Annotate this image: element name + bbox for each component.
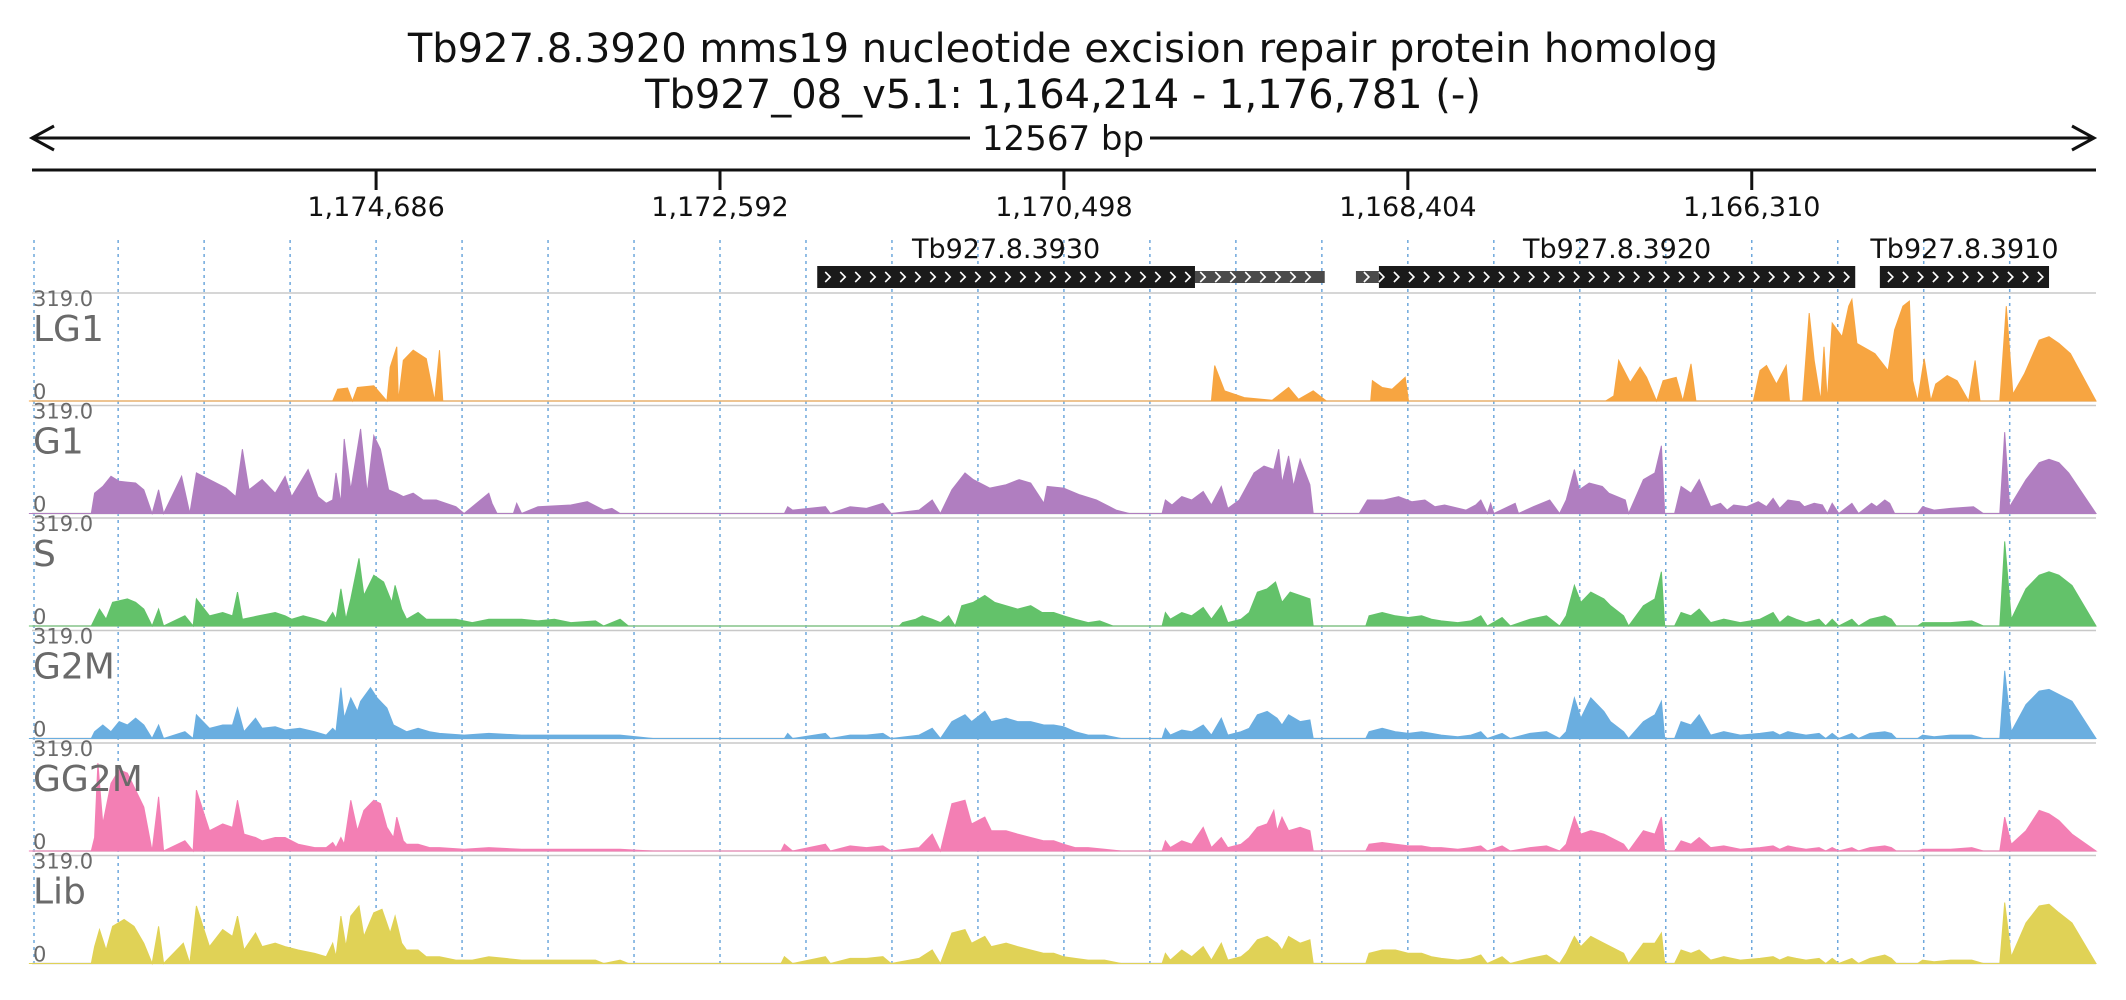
gene-label: Tb927.8.3910 — [1869, 234, 2058, 265]
track-ymax-label: 319.0 — [33, 850, 93, 874]
track-ymax-label: 319.0 — [33, 287, 93, 311]
track-ymax-label: 319.0 — [33, 400, 93, 424]
gene-feature: Tb927.8.3920 — [1355, 234, 1856, 288]
span-arrow-right — [2071, 124, 2098, 152]
track-ymin-label: 0 — [33, 605, 46, 629]
gene-strand-arrows — [1887, 271, 2044, 283]
track-ymax-label: 319.0 — [33, 625, 93, 649]
span-arrow-left — [28, 124, 55, 152]
coverage-area — [28, 670, 2097, 740]
track-g1: 319.0 0 G1 — [28, 400, 2097, 517]
coverage-tracks: 319.00LG1319.00G1319.00S319.00G2M319.00G… — [28, 287, 2098, 967]
gene-label: Tb927.8.3920 — [1522, 234, 1711, 265]
span-indicator: 12567 bp — [28, 119, 2098, 159]
gene-strand-arrows — [824, 271, 1312, 283]
gene-cds — [1378, 266, 1856, 288]
ruler-ticks: 1,174,686 1,172,592 1,170,498 1,168,404 1,16… — [307, 170, 1820, 223]
ruler-tick-label: 1,172,592 — [651, 192, 788, 223]
track-ymin-label: 0 — [33, 830, 46, 854]
gene-title: Tb927.8.3920 mms19 nucleotide excision r… — [407, 26, 1718, 72]
track-ymin-label: 0 — [33, 718, 46, 742]
track-ymax-label: 319.0 — [33, 512, 93, 536]
coverage-area — [28, 902, 2097, 966]
ruler-tick-label: 1,174,686 — [307, 192, 444, 223]
coverage-area — [28, 428, 2097, 516]
gene-utr — [1355, 271, 1379, 283]
gene-cds — [1879, 266, 2050, 288]
gene-feature: Tb927.8.3910 — [1869, 234, 2059, 288]
coverage-area — [28, 762, 2098, 853]
track-s: 319.0 0 S — [28, 512, 2097, 629]
gene-track: Tb927.8.3930 Tb927.8.3920 Tb927.8.3910 — [817, 234, 2059, 288]
track-ymin-label: 0 — [33, 380, 46, 404]
track-name: G1 — [33, 422, 84, 463]
track-ymin-label: 0 — [33, 943, 46, 967]
gene-feature: Tb927.8.3930 — [817, 234, 1325, 288]
ruler-tick-label: 1,166,310 — [1683, 192, 1820, 223]
track-lg1: 319.0 0 LG1 — [28, 287, 2097, 404]
track-ymax-label: 319.0 — [33, 737, 93, 761]
locus-coordinates: Tb927_08_v5.1: 1,164,214 - 1,176,781 (-) — [644, 72, 1481, 118]
coverage-area — [28, 541, 2097, 628]
track-name: GG2M — [33, 759, 143, 800]
track-gg2m: 319.0 0 GG2M — [28, 737, 2098, 854]
coverage-area — [28, 297, 2097, 403]
gene-strand-arrows — [1363, 271, 1851, 283]
ruler-tick-label: 1,168,404 — [1339, 192, 1476, 223]
track-name: S — [33, 534, 56, 575]
gene-label: Tb927.8.3930 — [911, 234, 1100, 265]
track-name: LG1 — [33, 309, 104, 350]
track-g2m: 319.0 0 G2M — [28, 625, 2097, 742]
ruler-tick-label: 1,170,498 — [995, 192, 1132, 223]
track-name: Lib — [33, 872, 86, 913]
track-lib: 319.0 0 Lib — [28, 850, 2097, 967]
span-label: 12567 bp — [982, 119, 1144, 159]
track-ymin-label: 0 — [33, 493, 46, 517]
track-name: G2M — [33, 647, 115, 688]
gene-cds — [817, 266, 1195, 288]
